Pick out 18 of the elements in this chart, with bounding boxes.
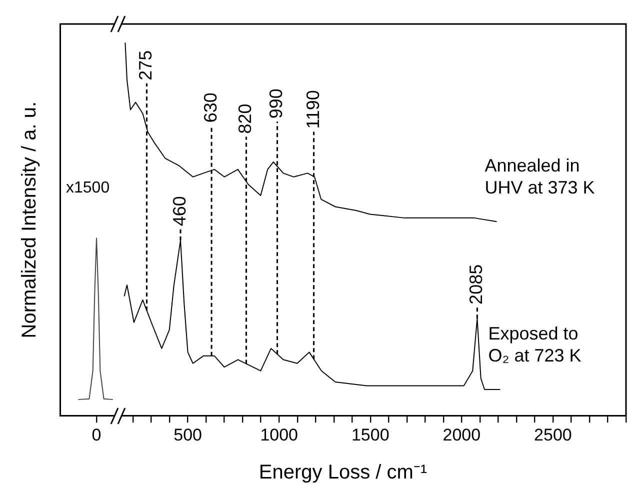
ref-line-label: 460 [169,196,190,226]
x-tick-label: 500 [174,425,202,444]
series-label: Exposed to O₂ at 723 K [488,323,582,366]
ref-line-label: 275 [136,50,156,80]
ref-line-label: 630 [200,92,221,123]
annotation: x1500 [66,179,110,196]
x-tick-label: 2000 [442,425,481,444]
x-axis-title: Energy Loss / cm⁻¹ [258,462,428,484]
x-tick-label: 1000 [260,425,298,444]
ref-line-label: 990 [266,88,286,119]
y-axis-title: Normalized Intensity / a. u. [18,101,41,338]
ref-line-label: 1190 [302,90,323,129]
x-tick-label: 2500 [534,425,572,444]
series-label: Annealed in UHV at 373 K [484,156,595,198]
ref-line-label: 820 [235,104,256,134]
x-tick-label: 0 [92,425,102,444]
x-tick-label: 1500 [351,425,390,444]
ref-line-label: 2085 [466,264,486,304]
